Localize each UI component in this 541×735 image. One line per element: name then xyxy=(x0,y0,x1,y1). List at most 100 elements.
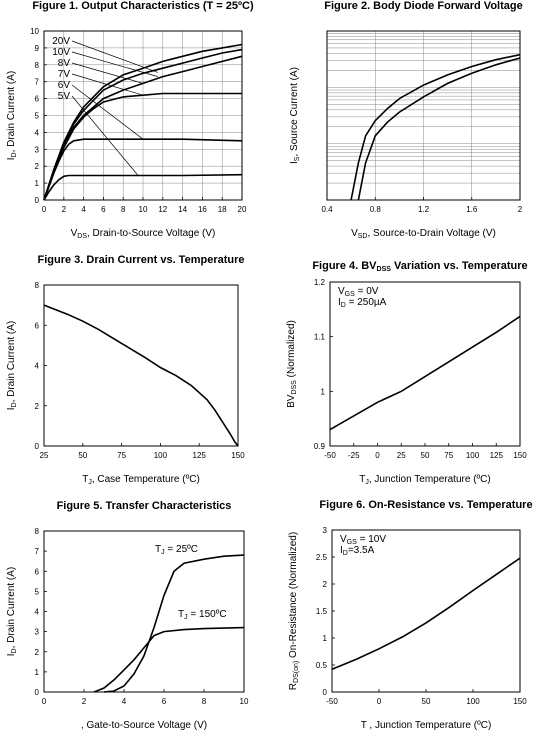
x-tick-label: 150 xyxy=(513,697,527,706)
x-tick-label: 1.2 xyxy=(418,205,430,214)
y-axis-label: RDS(on) On-Resistance (Normalized) xyxy=(288,532,300,690)
series-line-1 xyxy=(350,53,521,201)
x-tick-label: 50 xyxy=(422,697,431,706)
y-tick-label: 8 xyxy=(35,61,40,70)
y-tick-label: 4 xyxy=(35,362,40,371)
x-tick-label: 20 xyxy=(238,205,247,214)
y-tick-label: 5 xyxy=(35,112,40,121)
series-line-2 xyxy=(93,626,245,693)
y-tick-label: 0 xyxy=(35,196,40,205)
y-tick-label: 1.2 xyxy=(314,278,326,287)
x-axis-label: T , Junction Temperature (ºC) xyxy=(361,720,492,731)
series-legend-label: 8V xyxy=(58,58,71,69)
x-tick-label: 16 xyxy=(198,205,207,214)
x-tick-label: 50 xyxy=(421,451,430,460)
y-tick-label: 1 xyxy=(35,668,40,677)
x-tick-label: 100 xyxy=(466,697,480,706)
x-tick-label: 0 xyxy=(42,697,47,706)
y-tick-label: 1 xyxy=(323,634,328,643)
y-tick-label: 3 xyxy=(35,628,40,637)
x-tick-label: 0 xyxy=(377,697,382,706)
y-tick-label: 6 xyxy=(35,95,40,104)
y-tick-label: 4 xyxy=(35,128,40,137)
legend-leader-line xyxy=(71,73,144,96)
chart-2: Figure 2. Body Diode Forward Voltage 0.4 0… xyxy=(289,0,523,240)
y-axis-label: BVDSS (Normalized) xyxy=(286,320,298,408)
y-tick-label: 3 xyxy=(35,145,40,154)
series-legend-label: 5V xyxy=(58,91,71,102)
x-tick-label: 100 xyxy=(466,451,480,460)
y-tick-label: 1.1 xyxy=(314,333,326,342)
x-tick-label: 6 xyxy=(162,697,167,706)
x-tick-label: 4 xyxy=(81,205,86,214)
x-tick-label: 75 xyxy=(117,451,126,460)
chart-1: Figure 1. Output Characteristics (T = 25… xyxy=(6,0,254,240)
chart-title: Figure 2. Body Diode Forward Voltage xyxy=(324,0,522,12)
x-tick-label: 2 xyxy=(62,205,67,214)
chart-4: Figure 4. BVDSS Variation vs. Temperatur… xyxy=(286,260,528,486)
y-tick-label: 0 xyxy=(35,442,40,451)
x-tick-label: 18 xyxy=(218,205,227,214)
x-tick-label: 12 xyxy=(158,205,167,214)
x-tick-label: 6 xyxy=(101,205,106,214)
x-axis-label: , Gate-to-Source Voltage (V) xyxy=(81,720,207,731)
x-tick-label: 10 xyxy=(240,697,249,706)
y-tick-label: 4 xyxy=(35,608,40,617)
series-line-1 xyxy=(103,554,245,693)
condition-annotation: VGS = 0V xyxy=(338,286,379,298)
x-tick-label: 0 xyxy=(375,451,380,460)
series-line-2 xyxy=(357,57,521,201)
chart-title: Figure 4. BVDSS Variation vs. Temperatur… xyxy=(312,260,527,273)
x-tick-label: 2 xyxy=(82,697,87,706)
y-tick-label: 8 xyxy=(35,527,40,536)
x-tick-label: 8 xyxy=(202,697,207,706)
y-tick-label: 8 xyxy=(35,281,40,290)
x-tick-label: -50 xyxy=(324,451,336,460)
x-tick-label: 0.4 xyxy=(321,205,333,214)
plot-frame xyxy=(43,284,239,447)
y-tick-label: 7 xyxy=(35,547,40,556)
x-tick-label: 10 xyxy=(139,205,148,214)
y-tick-label: 0.5 xyxy=(316,661,328,670)
y-tick-label: 10 xyxy=(30,27,39,36)
series-legend-label: 20V xyxy=(52,36,70,47)
series-line-5 xyxy=(43,138,243,201)
x-tick-label: 4 xyxy=(122,697,127,706)
legend-leader-line xyxy=(71,51,158,77)
y-tick-label: 0 xyxy=(323,688,328,697)
y-tick-label: 6 xyxy=(35,567,40,576)
y-tick-label: 2 xyxy=(35,648,40,657)
y-tick-label: 2 xyxy=(323,580,328,589)
condition-annotation: ID=3.5A xyxy=(340,545,375,557)
x-tick-label: 2 xyxy=(518,205,523,214)
x-tick-label: 150 xyxy=(513,451,527,460)
series-line-1 xyxy=(331,557,521,671)
y-tick-label: 9 xyxy=(35,44,40,53)
x-tick-label: -50 xyxy=(326,697,338,706)
y-tick-label: 5 xyxy=(35,587,40,596)
x-tick-label: 75 xyxy=(444,451,453,460)
series-label: TJ = 25ºC xyxy=(155,544,198,556)
series-line-1 xyxy=(329,315,521,431)
x-tick-label: 150 xyxy=(231,451,245,460)
chart-3: Figure 3. Drain Current vs. Temperature 2… xyxy=(6,254,245,486)
chart-title: Figure 3. Drain Current vs. Temperature xyxy=(37,254,244,266)
x-tick-label: 0.8 xyxy=(370,205,382,214)
x-tick-label: 125 xyxy=(193,451,207,460)
condition-annotation: VGS = 10V xyxy=(340,534,386,546)
series-legend-label: 7V xyxy=(58,69,71,80)
chart-6: Figure 6. On-Resistance vs. Temperature -… xyxy=(288,499,533,731)
y-tick-label: 1 xyxy=(321,387,326,396)
x-tick-label: 14 xyxy=(178,205,187,214)
x-axis-label: TJ, Case Temperature (ºC) xyxy=(82,474,200,486)
y-tick-label: 1 xyxy=(35,179,40,188)
y-tick-label: 6 xyxy=(35,321,40,330)
x-tick-label: 100 xyxy=(154,451,168,460)
series-legend-label: 6V xyxy=(58,80,71,91)
y-tick-label: 2 xyxy=(35,162,40,171)
x-axis-label: VSD, Source-to-Drain Voltage (V) xyxy=(351,228,496,240)
y-tick-label: 0 xyxy=(35,688,40,697)
y-axis-label: ID, Drain Current (A) xyxy=(6,567,18,657)
y-tick-label: 3 xyxy=(323,526,328,535)
